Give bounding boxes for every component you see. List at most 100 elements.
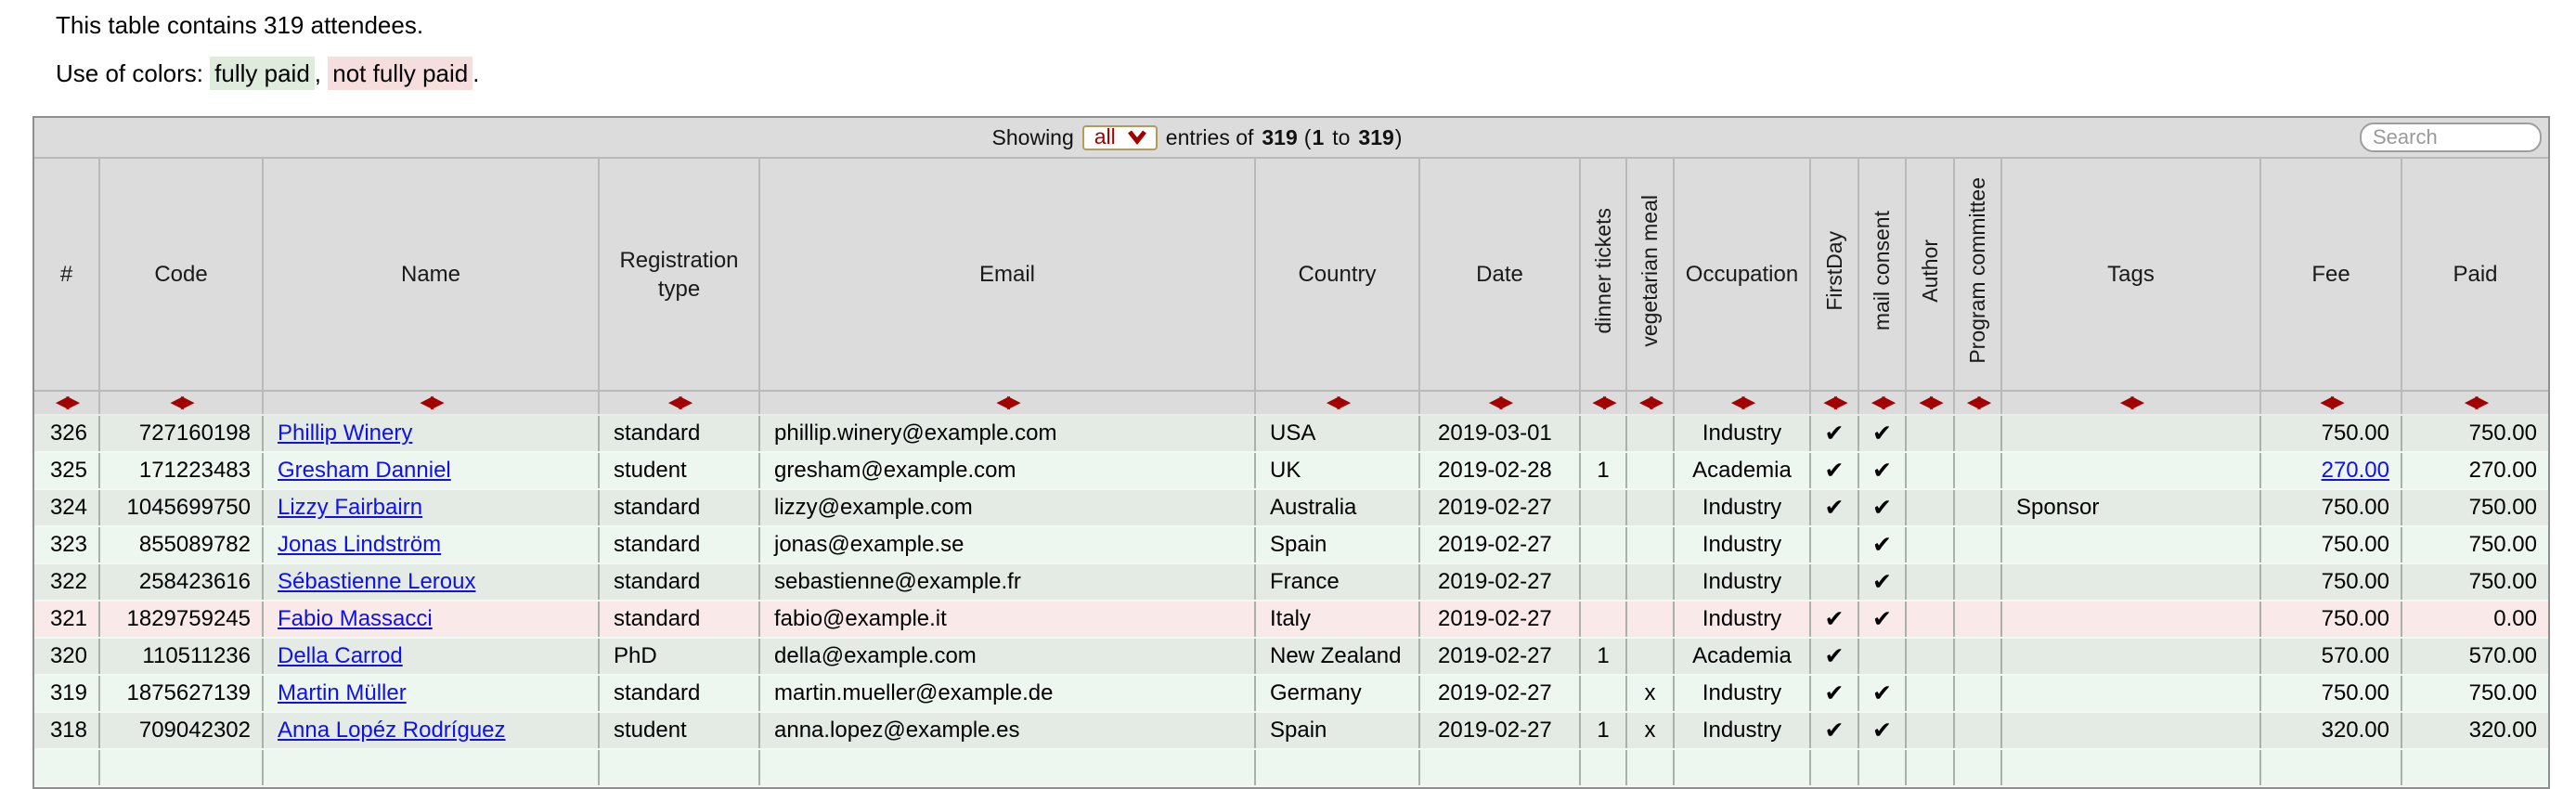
cell-num: 323 <box>34 526 100 564</box>
legend-prefix: Use of colors: <box>56 59 211 87</box>
cell-firstday <box>1810 526 1859 564</box>
cell-num: 324 <box>34 489 100 527</box>
attendee-name-link[interactable]: Jonas Lindström <box>278 532 442 557</box>
attendee-name-link[interactable]: Anna Lopéz Rodríguez <box>278 718 506 743</box>
page-size-select[interactable]: all <box>1081 124 1158 150</box>
col-header-label: Email <box>978 262 1035 287</box>
cell-country <box>1255 749 1420 787</box>
cell-email: della@example.com <box>759 638 1256 676</box>
sort-arrows-icon[interactable]: ◀▶ <box>1326 392 1351 412</box>
cell-reg_type: standard <box>599 415 760 453</box>
attendee-name-link[interactable]: Phillip Winery <box>278 420 413 446</box>
search-input[interactable] <box>2360 123 2542 152</box>
cell-fee: 570.00 <box>2260 638 2402 676</box>
sort-arrows-icon[interactable]: ◀▶ <box>2320 392 2344 412</box>
attendee-name-link[interactable]: Della Carrod <box>278 643 403 668</box>
col-header-code[interactable]: Code <box>99 159 264 392</box>
col-header-tags[interactable]: Tags <box>2001 159 2261 392</box>
col-header-label: Program committee <box>1965 177 1989 364</box>
attendee-name-link[interactable]: Martin Müller <box>278 680 407 705</box>
cell-date: 2019-03-01 <box>1419 415 1581 453</box>
cell-tags <box>2001 712 2261 750</box>
attendees-table: # Code Name Registration type Email Country Da… <box>34 159 2548 787</box>
cell-fee: 750.00 <box>2260 526 2402 564</box>
sort-arrows-icon[interactable]: ◀▶ <box>1966 392 1991 412</box>
cell-reg_type: student <box>599 712 760 750</box>
col-header-name[interactable]: Name <box>263 159 600 392</box>
sort-cell-dinner_tickets: ◀▶ <box>1580 391 1627 416</box>
cell-country: Germany <box>1255 675 1420 713</box>
cell-email <box>759 749 1256 787</box>
sort-arrows-icon[interactable]: ◀▶ <box>1919 392 1943 412</box>
page-size-selected-value: all <box>1094 124 1116 149</box>
col-header-country[interactable]: Country <box>1255 159 1420 392</box>
header-row: # Code Name Registration type Email Country Da… <box>34 159 2548 392</box>
attendee-name-link[interactable]: Sébastienne Leroux <box>278 569 476 594</box>
cell-country: Spain <box>1255 712 1420 750</box>
cell-num: 318 <box>34 712 100 750</box>
col-header-dinner_tickets[interactable]: dinner tickets <box>1580 159 1627 392</box>
sort-arrows-icon[interactable]: ◀▶ <box>1871 392 1896 412</box>
sort-arrows-icon[interactable]: ◀▶ <box>1823 392 1847 412</box>
col-header-firstday[interactable]: FirstDay <box>1810 159 1859 392</box>
sort-arrows-icon[interactable]: ◀▶ <box>667 392 693 412</box>
col-header-mail_consent[interactable]: mail consent <box>1858 159 1907 392</box>
attendee-table-page: { "page": { "intro": "This table contain… <box>32 11 2550 789</box>
cell-occupation: Industry <box>1674 489 1811 527</box>
cell-paid: 750.00 <box>2401 526 2548 564</box>
sort-arrows-icon[interactable]: ◀▶ <box>996 392 1020 412</box>
cell-occupation: Industry <box>1674 675 1811 713</box>
cell-num: 325 <box>34 452 100 490</box>
sort-cell-date: ◀▶ <box>1419 391 1581 416</box>
sort-arrows-icon[interactable]: ◀▶ <box>1730 392 1755 412</box>
cell-author <box>1906 563 1955 601</box>
sort-cell-firstday: ◀▶ <box>1810 391 1859 416</box>
sort-cell-mail_consent: ◀▶ <box>1858 391 1907 416</box>
cell-tags <box>2001 601 2261 639</box>
col-header-reg_type[interactable]: Registration type <box>599 159 760 392</box>
cell-paid <box>2401 749 2548 787</box>
fee-link[interactable]: 270.00 <box>2321 458 2389 483</box>
cell-tags <box>2001 749 2261 787</box>
cell-name: Della Carrod <box>263 638 600 676</box>
attendee-name-link[interactable]: Gresham Danniel <box>278 458 451 483</box>
entries-prefix: entries of <box>1165 124 1254 149</box>
cell-country: USA <box>1255 415 1420 453</box>
sort-arrows-icon[interactable]: ◀▶ <box>55 392 80 412</box>
sort-cell-reg_type: ◀▶ <box>599 391 760 416</box>
col-header-occupation[interactable]: Occupation <box>1674 159 1811 392</box>
cell-occupation <box>1674 749 1811 787</box>
attendee-name-link[interactable]: Lizzy Fairbairn <box>278 495 423 520</box>
cell-email: jonas@example.se <box>759 526 1256 564</box>
sort-arrows-icon[interactable]: ◀▶ <box>420 392 444 412</box>
sort-arrows-icon[interactable]: ◀▶ <box>1488 392 1513 412</box>
cell-paid: 320.00 <box>2401 712 2548 750</box>
cell-program_committee <box>1954 489 2002 527</box>
col-header-paid[interactable]: Paid <box>2401 159 2548 392</box>
sort-arrows-icon[interactable]: ◀▶ <box>2464 392 2489 412</box>
sort-arrows-icon[interactable]: ◀▶ <box>1638 392 1663 412</box>
cell-dinner_tickets: 1 <box>1580 452 1627 490</box>
col-header-vegetarian_meal[interactable]: vegetarian meal <box>1626 159 1675 392</box>
col-header-email[interactable]: Email <box>759 159 1256 392</box>
col-header-program_committee[interactable]: Program committee <box>1954 159 2002 392</box>
cell-vegetarian_meal <box>1626 415 1675 453</box>
attendee-name-link[interactable]: Fabio Massacci <box>278 606 433 631</box>
cell-code: 171223483 <box>99 452 264 490</box>
cell-country: France <box>1255 563 1420 601</box>
cell-vegetarian_meal <box>1626 489 1675 527</box>
col-header-author[interactable]: Author <box>1906 159 1955 392</box>
sort-arrows-icon[interactable]: ◀▶ <box>1592 392 1616 412</box>
sort-arrows-icon[interactable]: ◀▶ <box>170 392 194 412</box>
chevron-down-icon <box>1127 130 1146 145</box>
col-header-num[interactable]: # <box>34 159 100 392</box>
sort-arrows-icon[interactable]: ◀▶ <box>2119 392 2144 412</box>
range-close: ) <box>1394 124 1403 149</box>
cell-num: 321 <box>34 601 100 639</box>
cell-author <box>1906 526 1955 564</box>
cell-program_committee <box>1954 675 2002 713</box>
col-header-date[interactable]: Date <box>1419 159 1581 392</box>
cell-mail_consent: ✔ <box>1858 601 1907 639</box>
col-header-fee[interactable]: Fee <box>2260 159 2402 392</box>
cell-name: Lizzy Fairbairn <box>263 489 600 527</box>
